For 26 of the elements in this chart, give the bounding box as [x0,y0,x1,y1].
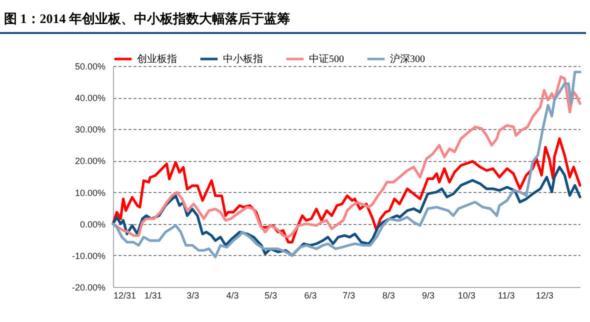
legend-label: 中证500 [309,53,344,65]
x-tick-label: 12/31 [114,290,136,300]
x-tick-label: 1/31 [144,290,162,300]
x-tick-label: 6/3 [304,290,317,300]
chart-title: 图 1：2014 年创业板、中小板指数大幅落后于蓝筹 [0,0,586,34]
y-tick-label: 20.00% [74,156,106,166]
legend-label: 沪深300 [390,53,425,65]
x-tick-label: 8/3 [382,290,395,300]
legend-label: 创业板指 [137,53,177,65]
y-tick-label: 50.00% [74,62,106,72]
x-tick-label: 3/3 [186,290,200,300]
line-series [112,137,582,244]
y-tick-label: 40.00% [74,93,106,104]
x-tick-label: 11/3 [498,290,515,300]
y-tick-label: -10.00% [72,250,106,261]
x-tick-label: 7/3 [342,290,356,300]
x-tick-label: 12/3 [536,290,554,300]
y-tick-label: 30.00% [74,124,106,135]
legend-label: 中小板指 [223,53,263,65]
x-tick-label: 10/3 [458,290,476,300]
y-tick-label: 10.00% [74,188,106,198]
x-tick-label: 4/3 [226,290,239,300]
y-tick-label: 0.00% [80,219,106,230]
x-tick-label: 9/3 [422,290,435,300]
y-tick-label: -20.00% [72,282,106,292]
x-tick-label: 5/3 [264,290,278,300]
